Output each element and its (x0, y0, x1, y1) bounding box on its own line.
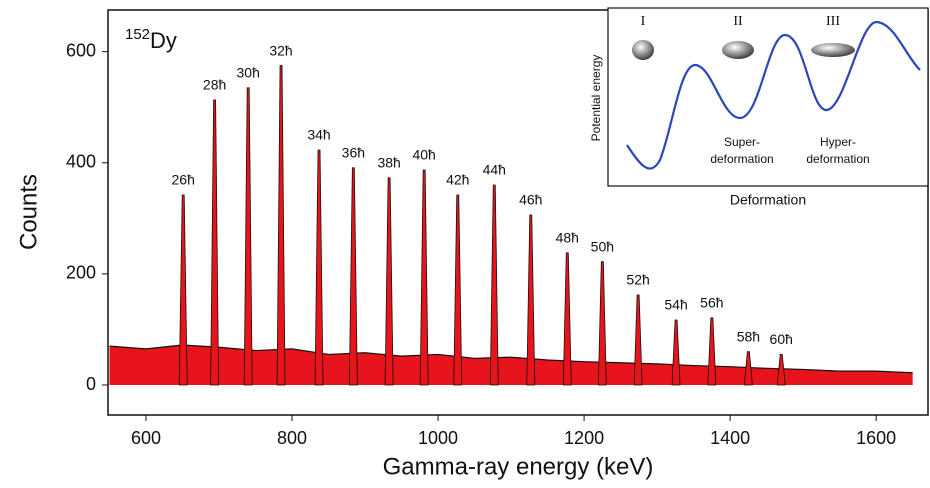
y-tick-label: 400 (66, 152, 96, 172)
peak (276, 65, 286, 386)
peak (776, 354, 786, 386)
background-area (109, 345, 913, 385)
peak (562, 252, 572, 386)
peak-label: 28ħ (203, 77, 226, 93)
peak-label: 60ħ (770, 331, 793, 347)
peak (178, 194, 188, 386)
inset-note: Hyper- (820, 135, 856, 149)
peak (348, 167, 358, 386)
plot-frame (107, 9, 929, 416)
peak (453, 194, 463, 386)
peak (671, 319, 681, 386)
peak-label: 38ħ (377, 154, 400, 170)
peak (743, 351, 753, 386)
inset-x-label: Deformation (730, 192, 806, 208)
isotope: 152Dy (125, 26, 177, 53)
peak (243, 87, 253, 386)
potential-curve (626, 20, 921, 170)
well-label: III (826, 14, 840, 29)
peak (633, 294, 643, 386)
peak (597, 261, 607, 386)
peak (526, 214, 536, 386)
peak-label: 26ħ (172, 172, 195, 188)
peak-label: 48ħ (556, 229, 579, 245)
x-tick-label: 1000 (418, 428, 458, 448)
peak (384, 177, 394, 386)
peak-label: 52ħ (626, 272, 649, 288)
inset-note: Super- (724, 135, 760, 149)
inset-y-label: Potential energy (589, 55, 603, 142)
peak (419, 169, 429, 386)
element: Dy (150, 28, 177, 53)
well-label: I (641, 14, 646, 29)
peak-label: 56ħ (700, 294, 723, 310)
y-tick-label: 600 (66, 40, 96, 60)
peak-label: 36ħ (342, 144, 365, 160)
peak-label: 44ħ (483, 162, 506, 178)
x-tick-label: 1600 (856, 428, 896, 448)
shape-normal (632, 40, 654, 60)
peak-label: 54ħ (664, 297, 687, 313)
well-label: II (733, 14, 743, 29)
x-tick-label: 1400 (710, 428, 750, 448)
x-axis-title: Gamma-ray energy (keV) (383, 453, 654, 480)
peak-label: 30ħ (237, 64, 260, 80)
peak-label: 34ħ (307, 127, 330, 143)
shape-hyper (811, 43, 855, 57)
x-tick-label: 800 (277, 428, 307, 448)
inset-note: deformation (710, 152, 773, 166)
mass: 152 (125, 26, 150, 43)
y-axis-title: Counts (15, 174, 42, 250)
peak (210, 99, 220, 386)
peak (314, 149, 324, 386)
x-tick-label: 1200 (564, 428, 604, 448)
shape-super (722, 41, 754, 59)
peak-label: 50ħ (591, 238, 614, 254)
peak (707, 317, 717, 386)
x-tick-label: 600 (131, 428, 161, 448)
peak-label: 42ħ (446, 172, 469, 188)
y-tick-label: 200 (66, 263, 96, 283)
peak-label: 46ħ (519, 192, 542, 208)
peak (489, 184, 499, 386)
peak-label: 32ħ (269, 42, 292, 58)
y-tick-label: 0 (86, 374, 96, 394)
inset: I II III Potential energy Deformation Su… (589, 7, 929, 208)
peak-label: 40ħ (412, 147, 435, 163)
plot-area (109, 65, 913, 386)
inset-note: deformation (806, 152, 869, 166)
peak-label: 58ħ (737, 328, 760, 344)
